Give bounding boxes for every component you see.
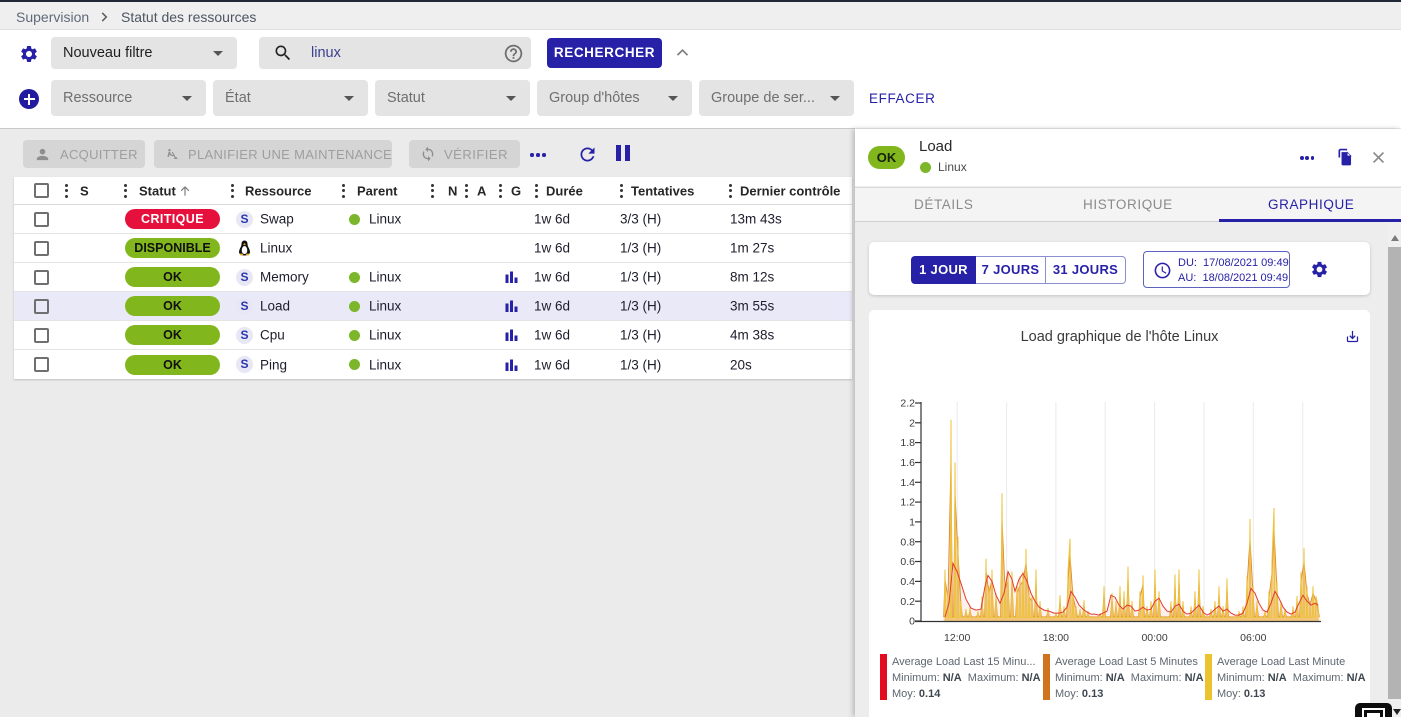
- svg-text:06:00: 06:00: [1240, 632, 1266, 644]
- svg-text:1.6: 1.6: [900, 457, 915, 469]
- svg-text:0.4: 0.4: [900, 576, 915, 588]
- svg-text:0.2: 0.2: [900, 596, 915, 608]
- svg-text:0: 0: [909, 616, 915, 628]
- svg-text:1: 1: [909, 517, 915, 529]
- svg-text:2.2: 2.2: [900, 398, 915, 410]
- svg-text:0.8: 0.8: [900, 536, 915, 548]
- svg-text:1.2: 1.2: [900, 497, 915, 509]
- svg-text:18:00: 18:00: [1043, 632, 1069, 644]
- svg-text:2: 2: [909, 417, 915, 429]
- svg-text:0.6: 0.6: [900, 556, 915, 568]
- svg-text:1.8: 1.8: [900, 437, 915, 449]
- svg-text:1.4: 1.4: [900, 477, 915, 489]
- svg-text:12:00: 12:00: [944, 632, 970, 644]
- svg-text:00:00: 00:00: [1141, 632, 1167, 644]
